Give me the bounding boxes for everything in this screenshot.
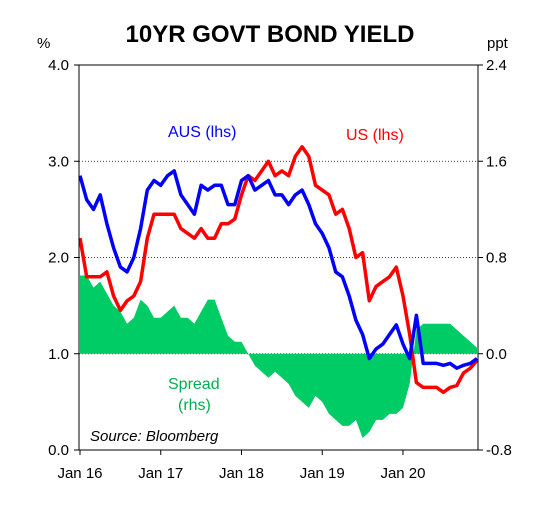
left-tick-label: 2.0 [48, 250, 69, 267]
chart-title: 10YR GOVT BOND YIELD [126, 21, 415, 48]
spread-area [80, 275, 477, 438]
spread-axis-label: (rhs) [178, 397, 211, 414]
x-tick-label: Jan 16 [57, 465, 102, 482]
x-tick-label: Jan 20 [380, 465, 425, 482]
left-tick-label: 1.0 [48, 346, 69, 363]
x-tick-label: Jan 17 [138, 465, 183, 482]
left-tick-label: 0.0 [48, 442, 69, 459]
right-tick-label: 0.8 [486, 250, 507, 267]
axis-ticks: 0.0 1.0 2.0 3.0 4.0 -0.8 0.0 0.8 1.6 2.4 Jan 16 Jan… [48, 57, 512, 482]
spread-series-label: Spread [168, 376, 220, 393]
aus-yield-line [78, 169, 479, 370]
spread-area-path [80, 275, 477, 438]
left-tick-label: 3.0 [48, 153, 69, 170]
aus-series-label: AUS (lhs) [168, 124, 236, 141]
us-series-label: US (lhs) [346, 127, 404, 144]
x-tick-label: Jan 18 [219, 465, 264, 482]
left-axis-unit: % [37, 35, 50, 52]
right-tick-label: -0.8 [486, 442, 512, 459]
source-note: Source: Bloomberg [90, 428, 219, 445]
left-tick-label: 4.0 [48, 57, 69, 74]
yield-lines [78, 145, 479, 395]
right-axis-unit: ppt [487, 35, 509, 52]
x-tick-label: Jan 19 [300, 465, 345, 482]
right-tick-label: 1.6 [486, 153, 507, 170]
right-tick-label: 0.0 [486, 346, 507, 363]
right-tick-label: 2.4 [486, 57, 507, 74]
